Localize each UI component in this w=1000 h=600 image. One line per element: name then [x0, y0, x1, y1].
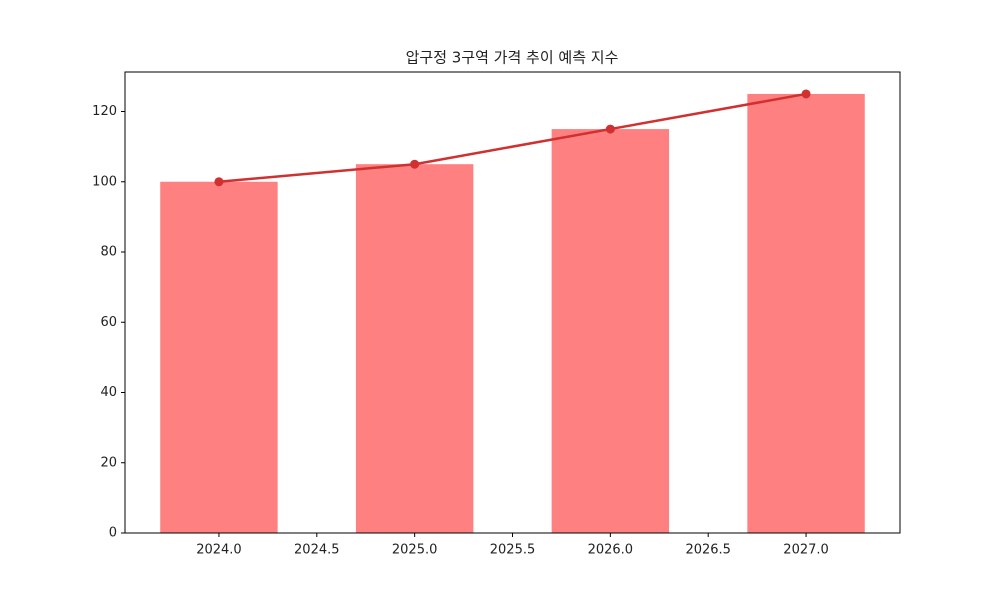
- x-tick-label: 2025.0: [392, 543, 438, 558]
- bar: [160, 181, 278, 533]
- line: [218, 92, 807, 184]
- x-tick-label: 2027.0: [783, 543, 829, 558]
- point: [605, 124, 615, 134]
- chart-title: 압구정 3구역 가격 추이 예측 지수: [406, 49, 619, 67]
- y-tick-label: 40: [100, 385, 117, 400]
- bar: [355, 164, 474, 533]
- x-tick-label: 2024.5: [294, 543, 340, 558]
- y-tick-label: 120: [92, 104, 117, 119]
- x-tick-label: 2026.0: [588, 543, 634, 558]
- y-tick-label: 80: [100, 245, 117, 260]
- bar: [747, 93, 865, 533]
- y-tick-label: 0: [109, 526, 117, 541]
- y-tick-label: 100: [92, 174, 117, 189]
- x-tick-label: 2025.5: [490, 543, 536, 558]
- bar: [551, 129, 670, 534]
- point: [214, 177, 224, 187]
- point: [410, 159, 420, 169]
- x-tick-label: 2024.0: [196, 543, 242, 558]
- x-tick-label: 2026.5: [685, 543, 731, 558]
- point: [801, 89, 811, 99]
- y-tick-label: 20: [100, 455, 117, 470]
- y-tick-label: 60: [100, 315, 117, 330]
